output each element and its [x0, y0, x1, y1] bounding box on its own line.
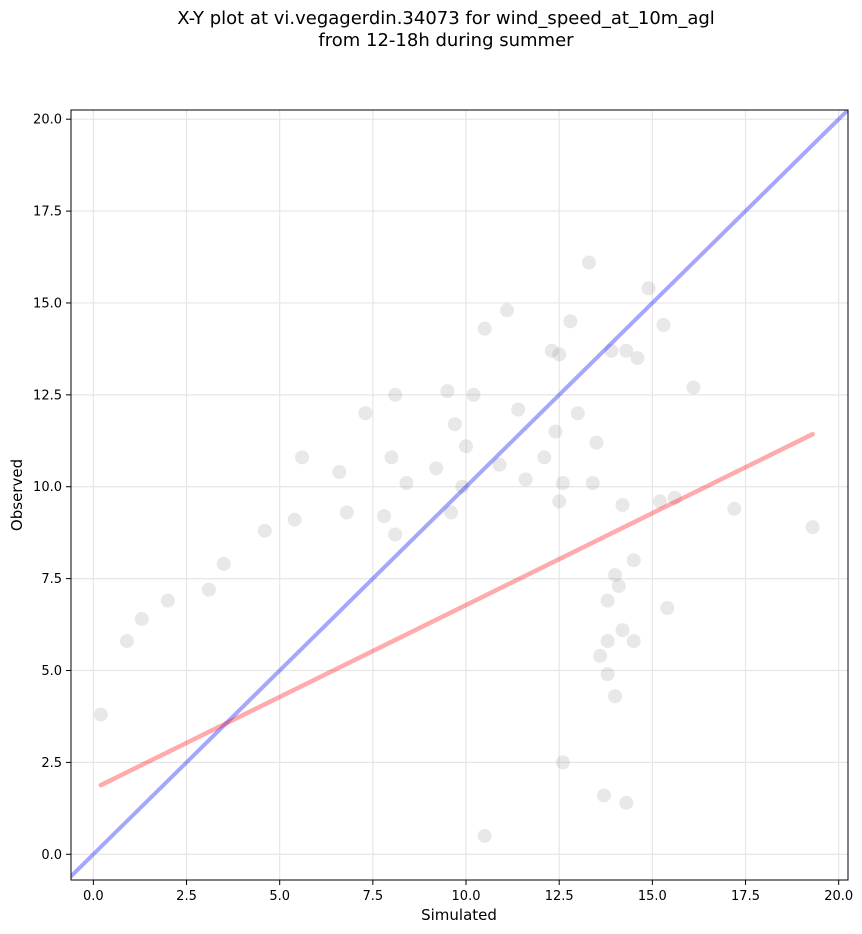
x-tick-label: 7.5: [363, 889, 384, 904]
x-axis-ticks: 0.0 2.5 5.0 7.5 10.0 12.5 15.0 17.5 20.0: [83, 880, 853, 904]
y-tick-label: 15.0: [33, 296, 62, 311]
scatter-point: [544, 343, 559, 358]
y-tick-label: 12.5: [33, 388, 62, 403]
scatter-point: [455, 479, 470, 494]
scatter-point: [332, 465, 347, 480]
x-tick-label: 17.5: [731, 889, 760, 904]
scatter-point: [429, 461, 444, 476]
scatter-point: [388, 527, 403, 542]
scatter-point: [600, 667, 615, 682]
scatter-point: [399, 476, 414, 491]
scatter-point: [134, 612, 149, 627]
scatter-point: [440, 384, 455, 399]
scatter-point: [615, 498, 630, 513]
scatter-point: [518, 472, 533, 487]
scatter-point: [652, 494, 667, 509]
y-tick-label: 7.5: [41, 572, 62, 587]
chart-title-block: X-Y plot at vi.vegagerdin.34073 for wind…: [0, 8, 862, 52]
scatter-point: [552, 347, 567, 362]
scatter-point: [552, 494, 567, 509]
y-tick-label: 20.0: [33, 113, 62, 128]
scatter-point: [119, 634, 134, 649]
y-tick-label: 10.0: [33, 480, 62, 495]
plot-frame: [70, 109, 849, 881]
scatter-point: [805, 520, 820, 535]
regression-fit-line: [98, 431, 815, 788]
scatter-point: [459, 439, 474, 454]
scatter-point: [201, 582, 216, 597]
x-tick-label: 5.0: [269, 889, 290, 904]
scatter-point: [641, 281, 656, 296]
scatter-point: [596, 788, 611, 803]
scatter-point: [339, 505, 354, 520]
scatter-point: [608, 689, 623, 704]
scatter-point: [593, 648, 608, 663]
scatter-point: [295, 450, 310, 465]
scatter-point: [619, 795, 634, 810]
x-axis-label: Simulated: [421, 906, 497, 924]
scatter-point: [555, 755, 570, 770]
scatter-point: [570, 406, 585, 421]
chart-subtitle: from 12-18h during summer: [318, 30, 574, 51]
scatter-point: [585, 476, 600, 491]
y-tick-label: 5.0: [41, 664, 62, 679]
x-tick-label: 10.0: [452, 889, 481, 904]
scatter-point: [604, 343, 619, 358]
x-tick-label: 2.5: [176, 889, 197, 904]
scatter-point: [626, 634, 641, 649]
scatter-point: [626, 553, 641, 568]
scatter-point: [656, 318, 671, 333]
scatter-point: [444, 505, 459, 520]
scatter-point: [600, 634, 615, 649]
scatter-point: [377, 509, 392, 524]
scatter-point: [630, 351, 645, 366]
scatter-point: [492, 457, 507, 472]
scatter-point: [500, 303, 515, 318]
scatter-point: [608, 567, 623, 582]
scatter-point: [388, 387, 403, 402]
scatter-point: [619, 343, 634, 358]
y-axis-label: Observed: [8, 459, 26, 531]
y-tick-label: 17.5: [33, 205, 62, 220]
scatter-point: [466, 387, 481, 402]
scatter-point: [358, 406, 373, 421]
y-tick-label: 2.5: [41, 756, 62, 771]
scatter-point: [611, 578, 626, 593]
scatter-point: [287, 512, 302, 527]
scatter-point: [548, 424, 563, 439]
scatter-point: [477, 828, 492, 843]
scatter-point: [660, 601, 675, 616]
identity-line: [71, 110, 848, 879]
scatter-point: [555, 476, 570, 491]
scatter-point: [600, 593, 615, 608]
reference-lines: [71, 110, 848, 879]
scatter-point: [216, 556, 231, 571]
x-tick-label: 0.0: [83, 889, 104, 904]
x-tick-label: 20.0: [824, 889, 853, 904]
chart-title: X-Y plot at vi.vegagerdin.34073 for wind…: [177, 8, 715, 29]
scatter-point: [537, 450, 552, 465]
scatter-point: [563, 314, 578, 329]
scatter-point: [686, 380, 701, 395]
scatter-point: [589, 435, 604, 450]
scatter-point: [477, 321, 492, 336]
scatter-point: [727, 501, 742, 516]
x-tick-label: 12.5: [545, 889, 574, 904]
scatter-point: [615, 623, 630, 638]
x-tick-label: 15.0: [638, 889, 667, 904]
scatter-point: [582, 255, 596, 270]
scatter-point: [93, 707, 108, 722]
scatter-point: [511, 402, 526, 417]
scatter-point: [257, 523, 272, 538]
y-tick-label: 0.0: [41, 848, 62, 863]
scatter-point: [160, 593, 175, 608]
grid-lines: [71, 110, 848, 880]
y-axis-ticks: 0.0 2.5 5.0 7.5 10.0 12.5 15.0 17.5 20.0: [33, 113, 71, 863]
scatter-point: [384, 450, 399, 465]
data-points: [93, 255, 820, 843]
scatter-point: [667, 490, 682, 505]
scatter-point: [447, 417, 462, 432]
